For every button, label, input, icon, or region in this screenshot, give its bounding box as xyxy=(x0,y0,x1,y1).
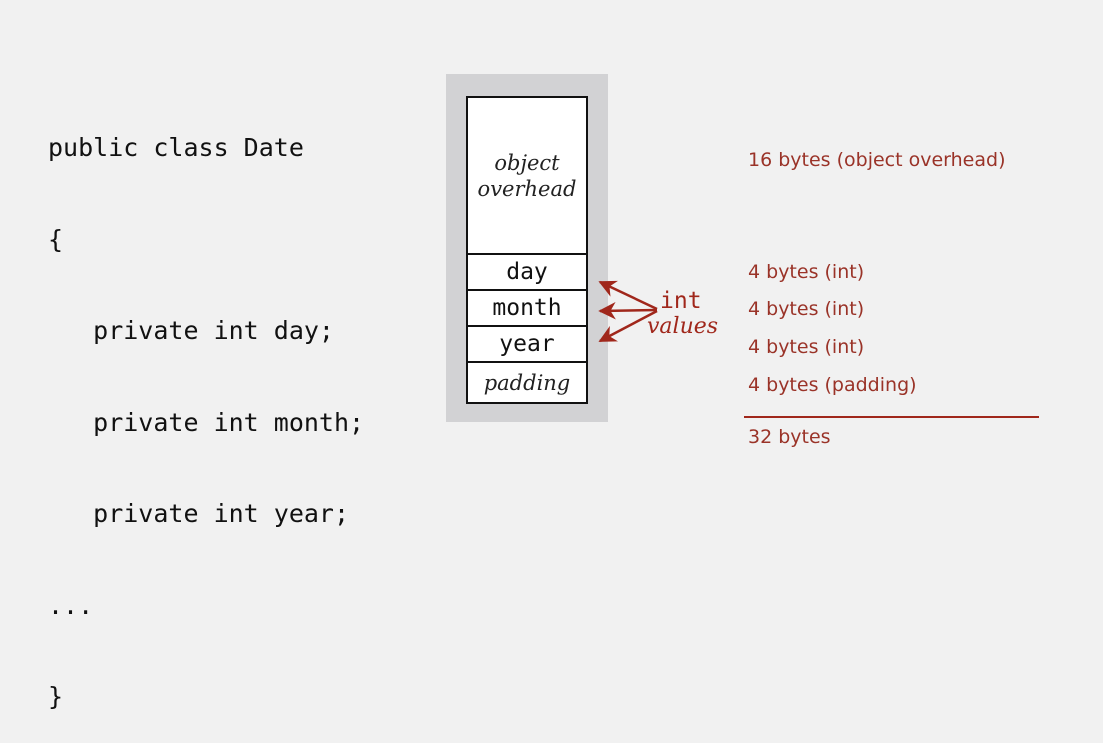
arrow-to-month xyxy=(598,301,658,320)
code-line: public class Date xyxy=(48,133,304,162)
code-line: private int month; xyxy=(48,407,365,437)
arrow-to-day xyxy=(598,280,658,311)
code-line: ... xyxy=(48,590,94,620)
field-day-cell: day xyxy=(468,255,586,291)
padding-cell: padding xyxy=(483,370,571,395)
size-object-overhead: 16 bytes (object overhead) xyxy=(748,149,1006,171)
code-line: private int year; xyxy=(48,499,350,528)
size-month: 4 bytes (int) xyxy=(748,298,865,320)
int-label: int xyxy=(660,288,702,314)
object-overhead-cell: object overhead xyxy=(468,98,586,255)
size-day: 4 bytes (int) xyxy=(748,261,865,283)
total-divider xyxy=(744,416,1039,418)
size-year: 4 bytes (int) xyxy=(748,336,865,358)
field-year-cell: year xyxy=(468,327,586,363)
int-values-arrows xyxy=(598,280,658,343)
code-line: { xyxy=(48,224,64,254)
object-memory-layout: object overhead day month year padding xyxy=(466,96,588,404)
size-total: 32 bytes xyxy=(748,426,831,448)
code-line: private int day; xyxy=(48,316,334,345)
values-label: values xyxy=(647,314,719,339)
overhead-label-line1: object xyxy=(494,150,560,175)
field-month-cell: month xyxy=(468,291,586,327)
arrow-to-year xyxy=(598,309,658,343)
overhead-label-line2: overhead xyxy=(477,176,577,201)
code-line: } xyxy=(48,682,64,711)
size-padding: 4 bytes (padding) xyxy=(748,374,917,396)
